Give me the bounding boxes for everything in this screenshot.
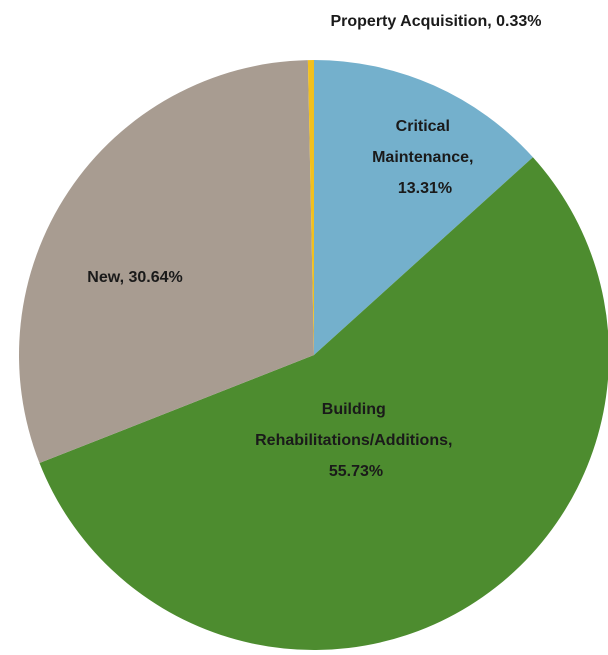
data-label-line: Maintenance, bbox=[372, 149, 478, 166]
pie-slice bbox=[18, 60, 314, 464]
data-label: Building Rehabilitations/Additions, 55.7… bbox=[255, 401, 457, 480]
pie-slice bbox=[314, 60, 533, 355]
data-label: New, 30.64% bbox=[87, 269, 182, 286]
data-label-line: Rehabilitations/Additions, bbox=[255, 432, 457, 449]
data-label-line: Property Acquisition, 0.33% bbox=[330, 13, 541, 30]
data-label-line: Critical bbox=[396, 118, 455, 135]
data-label-line: 55.73% bbox=[329, 463, 383, 480]
data-label-line: 13.31% bbox=[398, 180, 452, 197]
data-label: Property Acquisition, 0.33% bbox=[330, 13, 541, 30]
data-label-line: New, 30.64% bbox=[87, 269, 182, 286]
pie-slice bbox=[307, 60, 314, 355]
data-label-line: Building bbox=[322, 401, 390, 418]
data-label: Critical Maintenance, 13.31% bbox=[372, 118, 478, 197]
pie-slice bbox=[39, 157, 608, 650]
